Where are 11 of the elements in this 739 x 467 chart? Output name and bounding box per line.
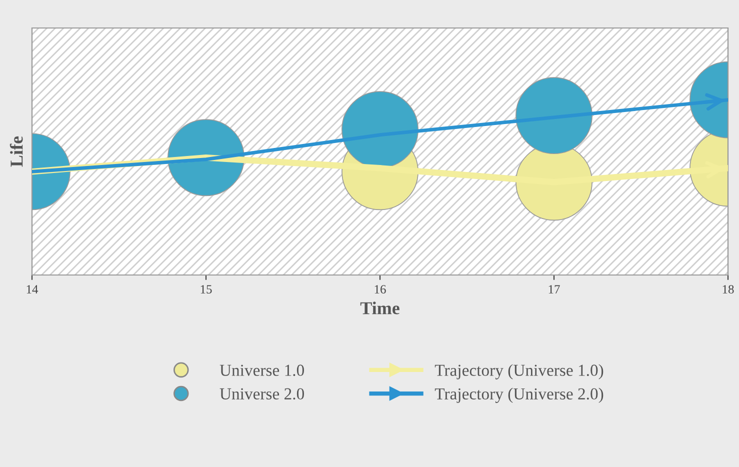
legend-label: Universe 1.0: [220, 364, 304, 376]
x-tick-label: 14: [26, 285, 38, 294]
x-tick-label: 15: [200, 285, 212, 294]
legend-label: Universe 2.0: [220, 388, 304, 400]
x-axis-title: Time: [360, 302, 400, 314]
x-tick-label: 17: [548, 285, 560, 294]
x-tick-label: 16: [374, 285, 386, 294]
legend-label: Trajectory (Universe 1.0): [434, 364, 604, 380]
x-tick-label: 18: [722, 285, 734, 294]
y-axis-title: Life: [10, 136, 23, 167]
legend-label: Trajectory (Universe 2.0): [434, 388, 604, 403]
